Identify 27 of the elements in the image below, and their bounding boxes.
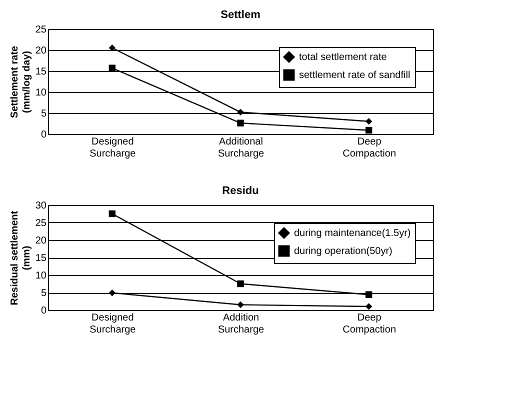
chart-title: Residu <box>222 185 259 197</box>
y-axis-title: Residual settlement (mm) <box>9 210 32 306</box>
y-tick-label: 5 <box>40 108 47 120</box>
x-tick-label: Additional Surcharge <box>218 136 265 160</box>
y-tick-label: 15 <box>35 66 47 78</box>
x-tick-label: Addition Surcharge <box>218 312 265 336</box>
y-axis-title: Settlement rate (mm/log day) <box>9 45 32 118</box>
legend-label: total settlement rate <box>299 52 388 63</box>
y-tick-label: 0 <box>40 306 47 316</box>
y-tick-label: 5 <box>40 288 47 299</box>
y-tick-label: 25 <box>35 24 47 36</box>
legend-label: during operation(50yr) <box>294 246 392 257</box>
x-tick-label: Deep Compaction <box>342 136 396 160</box>
chart-title: Settlem <box>220 9 261 21</box>
x-tick-label: Deep Compaction <box>342 312 396 336</box>
y-tick-label: 30 <box>35 200 47 212</box>
y-tick-label: 10 <box>35 88 47 98</box>
legend-label: during maintenance(1.5yr) <box>294 228 411 239</box>
legend-label: settlement rate of sandfill <box>299 70 410 81</box>
x-tick-label: Designed Surcharge <box>90 312 136 336</box>
y-tick-label: 20 <box>35 236 47 246</box>
y-tick-label: 20 <box>35 46 47 56</box>
y-tick-label: 10 <box>35 270 47 282</box>
y-tick-label: 15 <box>35 253 47 264</box>
y-tick-label: 25 <box>35 218 47 229</box>
y-tick-label: 0 <box>40 130 47 140</box>
x-tick-label: Designed Surcharge <box>90 136 136 160</box>
